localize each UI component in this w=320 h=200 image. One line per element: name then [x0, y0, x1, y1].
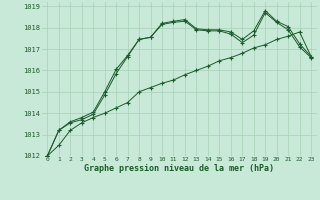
X-axis label: Graphe pression niveau de la mer (hPa): Graphe pression niveau de la mer (hPa) — [84, 164, 274, 173]
